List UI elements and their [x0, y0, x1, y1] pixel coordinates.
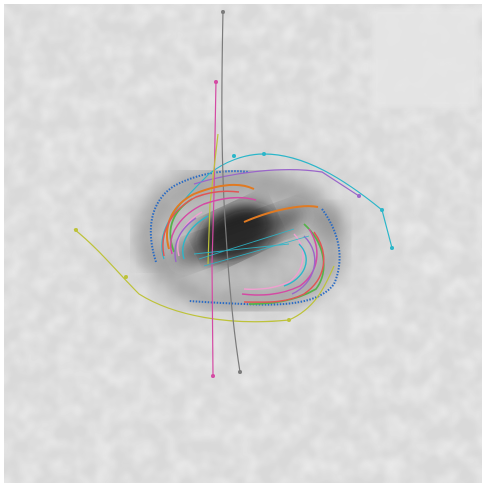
tracing-blue-lower	[188, 208, 341, 306]
galaxy-image	[4, 4, 482, 483]
tracing-blue-upper	[149, 170, 250, 263]
tracing-purple-inner	[174, 217, 316, 295]
tracing-red	[162, 190, 325, 303]
tracing-yellow	[73, 228, 335, 323]
tracing-purple	[193, 169, 360, 197]
tracing-pink-vertical	[211, 79, 217, 377]
tracing-magenta-inner	[170, 196, 318, 296]
galaxy-bar	[173, 207, 307, 265]
masked-region	[372, 8, 478, 108]
tracing-cyan-inner	[182, 215, 307, 287]
tracing-orange	[166, 183, 319, 250]
arm-tracings	[73, 9, 394, 378]
tracing-yellow-vertical	[207, 133, 219, 265]
tracing-gray-vertical	[221, 9, 241, 373]
tracing-endpoints	[74, 10, 394, 378]
tracing-bar-lines	[193, 228, 310, 267]
spiral-arm-lower	[143, 203, 346, 315]
